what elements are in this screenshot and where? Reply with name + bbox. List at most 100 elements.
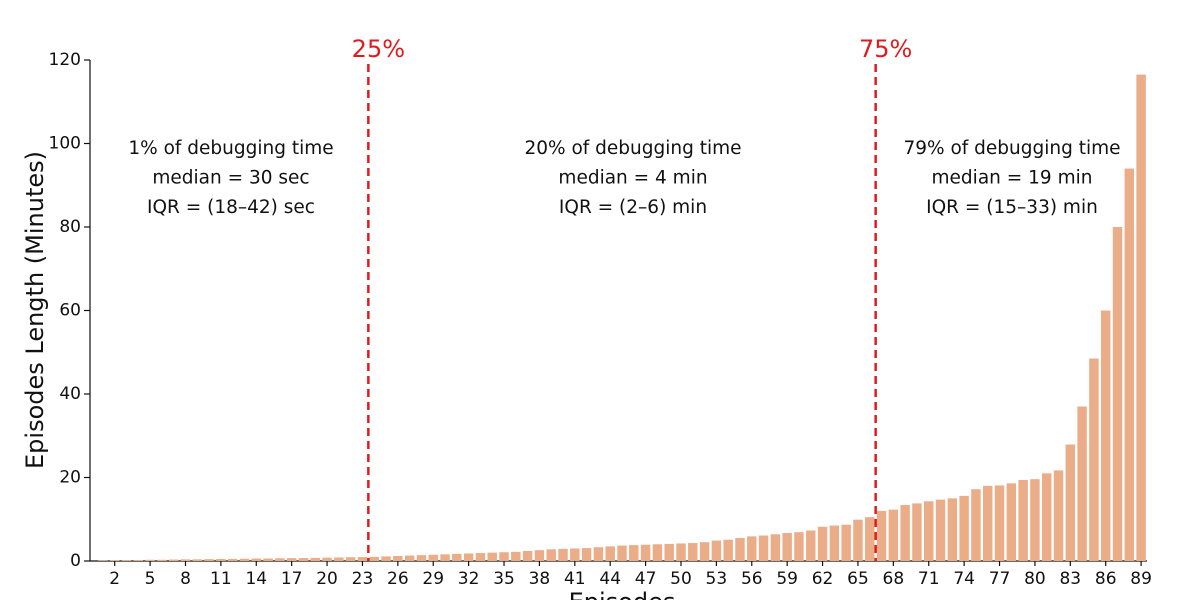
bar [640,544,651,561]
bar [133,559,144,561]
vline-label: 75% [859,35,912,63]
bar [782,533,792,561]
bar [959,495,969,561]
x-axis-label: Episodes [569,588,676,600]
x-tick-label: 50 [670,569,692,589]
x-tick-label: 59 [776,569,798,589]
bar [912,503,922,561]
bar [1077,406,1087,561]
bar [1100,310,1111,561]
x-tick-label: 26 [387,569,409,589]
bar [192,559,202,561]
x-tick-label: 38 [529,569,551,589]
bar [841,524,851,561]
bar [711,540,722,561]
bar [723,539,733,561]
bar [1006,483,1017,561]
bar [322,557,332,561]
x-tick-label: 35 [493,569,515,589]
bar [747,536,757,561]
bar [994,485,1005,561]
bar [239,558,250,561]
bar [770,534,781,561]
bar [109,560,120,561]
bar [558,548,568,561]
bar [452,553,462,561]
bar [275,558,285,561]
bar [1030,479,1040,561]
bar [817,526,828,561]
bar [463,553,474,561]
bar [310,557,320,561]
bar [546,549,556,561]
x-tick-label: 17 [281,569,303,589]
bar [629,545,639,561]
bar [534,550,545,561]
bar [393,555,403,561]
bar [794,532,804,561]
bar [263,558,273,561]
y-tick-label: 40 [59,384,81,404]
annotation: 79% of debugging time [903,138,1120,159]
bar [286,558,297,561]
bar [227,558,238,561]
vline-label: 25% [352,35,405,63]
bar [876,510,887,561]
bar [511,551,521,561]
x-tick-label: 32 [458,569,480,589]
bar [1042,473,1052,561]
y-tick-label: 100 [49,134,81,154]
bar [924,501,934,561]
x-tick-label: 83 [1059,569,1081,589]
x-tick-label: 65 [847,569,869,589]
bar [404,555,415,561]
bar [652,544,663,561]
bar [581,548,592,561]
bar [983,485,993,561]
x-tick-label: 53 [706,569,728,589]
bar [888,509,899,561]
bar [947,498,958,561]
bar [971,489,981,561]
y-tick-label: 80 [59,217,81,237]
bar [865,517,875,561]
bar [1124,168,1135,562]
bar [157,559,167,561]
bar [676,543,686,561]
annotation: IQR = (2–6) min [559,197,707,218]
bar [522,550,533,561]
annotation: IQR = (15–33) min [926,197,1098,218]
y-tick-label: 60 [59,301,81,321]
annotation: IQR = (18–42) sec [147,197,315,218]
bar [487,552,497,561]
bar [1065,444,1076,561]
bar [1089,358,1099,561]
x-tick-label: 2 [109,569,120,589]
annotation: median = 30 sec [152,168,309,189]
x-tick-label: 56 [741,569,763,589]
bar [475,553,486,561]
x-tick-label: 44 [599,569,621,589]
x-tick-label: 74 [953,569,975,589]
x-tick-label: 86 [1095,569,1117,589]
bar [853,519,863,561]
x-tick-label: 47 [635,569,657,589]
x-tick-label: 5 [145,569,156,589]
bar [593,547,604,561]
bar [806,530,816,561]
x-tick-label: 62 [812,569,834,589]
x-tick-label: 77 [989,569,1011,589]
bar [369,556,379,561]
bar [1112,227,1123,561]
bar [829,525,840,561]
bar [499,552,509,561]
bar [168,559,179,561]
y-tick-label: 20 [59,468,81,488]
x-tick-label: 71 [918,569,940,589]
bar [216,558,226,561]
bar [1053,470,1064,561]
bar [298,558,309,561]
x-tick-label: 29 [422,569,444,589]
x-tick-label: 23 [352,569,374,589]
